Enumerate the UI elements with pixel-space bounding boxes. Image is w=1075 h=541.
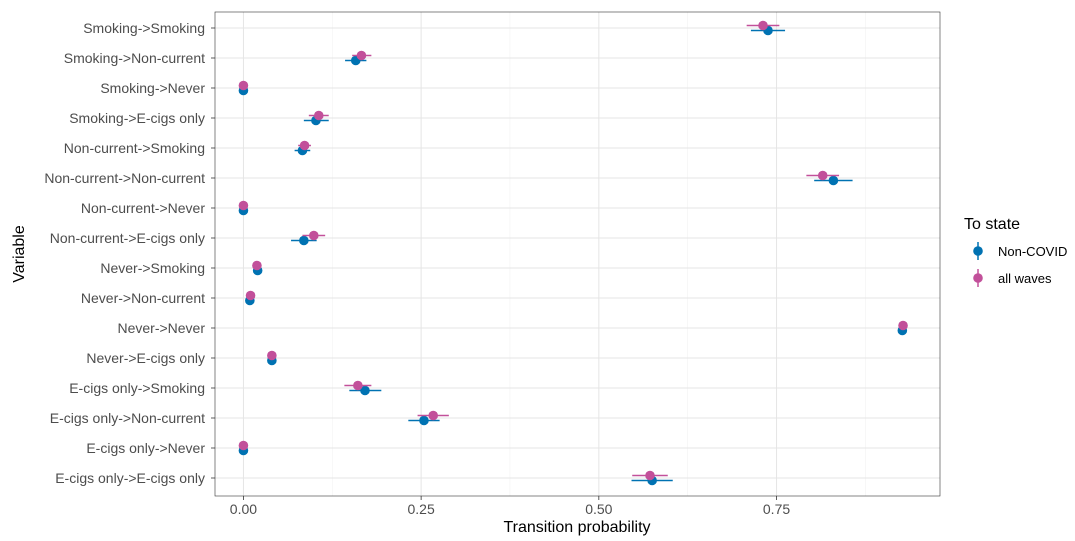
x-axis-ticks: 0.00 0.25 0.50 0.75 xyxy=(230,496,790,517)
data-point xyxy=(238,200,249,211)
legend-item: all waves xyxy=(973,269,1052,287)
y-axis-title: Variable xyxy=(11,225,28,283)
data-point xyxy=(353,380,363,391)
legend-items: Non-COVID all waves xyxy=(973,242,1067,287)
y-tick-label: Smoking->Never xyxy=(100,80,205,96)
y-tick-label: E-cigs only->E-cigs only xyxy=(55,470,205,486)
legend-title: To state xyxy=(964,216,1020,233)
data-point xyxy=(428,410,439,421)
data-point xyxy=(356,50,367,61)
data-point xyxy=(299,140,310,151)
data-point xyxy=(758,20,768,31)
data-point xyxy=(828,175,839,186)
data-point xyxy=(817,170,828,181)
x-axis-title: Transition probability xyxy=(503,519,650,536)
data-point xyxy=(898,320,908,331)
y-tick-label: E-cigs only->Non-current xyxy=(50,410,205,426)
data-point xyxy=(308,230,319,241)
y-tick-label: Smoking->Smoking xyxy=(83,20,205,36)
data-point xyxy=(252,260,262,271)
y-tick-label: Smoking->E-cigs only xyxy=(69,110,205,126)
y-tick-label: Never->E-cigs only xyxy=(86,350,205,366)
minor-gridlines xyxy=(331,12,866,496)
y-tick-label: Non-current->Smoking xyxy=(64,140,205,156)
y-tick-label: Non-current->E-cigs only xyxy=(50,230,205,246)
y-tick-label: Non-current->Never xyxy=(81,200,205,216)
data-point xyxy=(360,385,370,396)
y-tick-label: Non-current->Non-current xyxy=(44,170,205,186)
data-point xyxy=(299,235,309,246)
legend-label: Non-COVID xyxy=(998,244,1067,259)
legend-key-point xyxy=(973,246,983,256)
data-marks xyxy=(238,20,908,486)
y-tick-label: E-cigs only->Never xyxy=(86,440,205,456)
x-tick-label: 0.75 xyxy=(763,501,790,517)
legend: To state Non-COVID all waves xyxy=(964,216,1067,287)
x-tick-label: 0.00 xyxy=(230,501,257,517)
legend-item: Non-COVID xyxy=(973,242,1067,260)
x-tick-label: 0.25 xyxy=(408,501,435,517)
data-point xyxy=(419,415,429,426)
data-point xyxy=(245,290,256,301)
data-point xyxy=(238,440,249,451)
panel-border xyxy=(214,11,941,497)
y-axis-ticks: Smoking->Smoking Smoking->Non-current Smok… xyxy=(44,20,215,486)
x-tick-label: 0.50 xyxy=(585,501,612,517)
y-tick-label: E-cigs only->Smoking xyxy=(69,380,205,396)
y-tick-label: Smoking->Non-current xyxy=(64,50,205,66)
panel-background xyxy=(215,12,940,496)
y-tick-label: Never->Non-current xyxy=(81,290,205,306)
data-point xyxy=(267,350,277,361)
y-tick-label: Never->Never xyxy=(117,320,205,336)
legend-key-point xyxy=(973,273,983,283)
legend-label: all waves xyxy=(998,271,1052,286)
y-tick-label: Never->Smoking xyxy=(100,260,205,276)
data-point xyxy=(238,80,249,91)
data-point xyxy=(645,470,655,481)
data-point xyxy=(313,110,324,121)
